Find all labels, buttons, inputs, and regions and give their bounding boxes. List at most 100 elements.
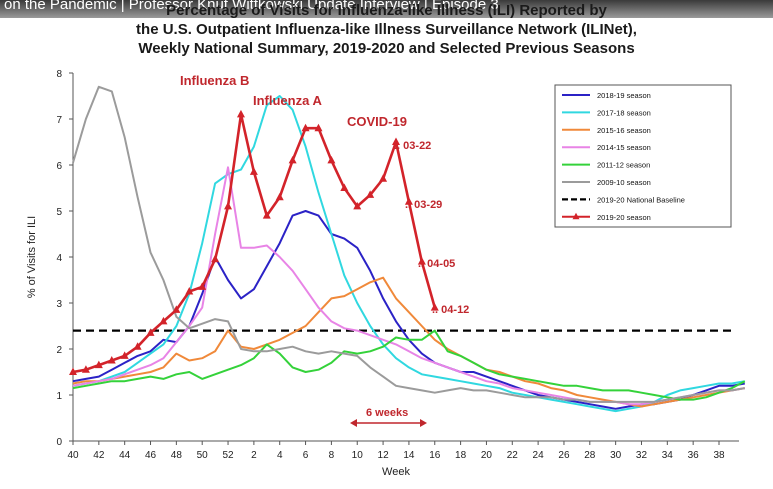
x-tick-label: 8 (329, 450, 335, 461)
data-point (417, 257, 426, 265)
data-point (288, 155, 297, 164)
x-tick-label: 24 (533, 450, 545, 461)
legend-label: 2015-16 season (597, 126, 651, 135)
series-line-2011-12-season (72, 329, 746, 401)
data-point (81, 365, 90, 373)
legend-entry: 2011-12 season (562, 161, 650, 170)
x-tick-label: 10 (352, 450, 364, 461)
data-point (353, 201, 362, 210)
x-axis-label: Week (382, 466, 410, 478)
x-tick-label: 14 (403, 450, 415, 461)
x-tick-label: 16 (429, 450, 441, 461)
y-axis-label: % of Visits for ILI (26, 216, 38, 298)
data-point (120, 351, 129, 359)
six-weeks-arrow (350, 419, 427, 427)
legend-label: 2009-10 season (597, 178, 651, 187)
y-tick-label: 3 (56, 299, 62, 310)
legend-entry: 2019-20 season (562, 212, 651, 222)
legend-entry: 2018-19 season (562, 91, 651, 100)
x-tick-label: 22 (507, 450, 519, 461)
data-point (314, 123, 323, 132)
x-tick-label: 26 (558, 450, 570, 461)
y-tick-label: 6 (56, 161, 62, 172)
x-tick-label: 32 (636, 450, 648, 461)
x-tick-label: 30 (610, 450, 622, 461)
series-line-2009-10-season (72, 85, 745, 403)
chart-subtitle: the U.S. Outpatient Influenza-like Illne… (136, 21, 637, 38)
data-point (185, 287, 194, 295)
x-tick-label: 34 (662, 450, 674, 461)
y-tick-label: 1 (56, 391, 62, 402)
data-point (224, 201, 233, 210)
data-point (94, 360, 103, 369)
data-point (379, 174, 388, 182)
annotation-date-03-22: .. 03-22 (394, 140, 431, 152)
data-point (340, 183, 349, 191)
y-tick-label: 2 (56, 345, 62, 356)
legend-entry: 2017-18 season (562, 108, 651, 117)
series-line-2014-15-season (72, 166, 745, 406)
x-tick-label: 12 (378, 450, 390, 461)
series-line-2017-18-season (72, 95, 745, 413)
data-point (275, 192, 284, 201)
legend-entry: 2014-15 season (562, 143, 651, 152)
annotation-date-03-29: .. 03-29 (405, 199, 442, 211)
data-point (146, 328, 155, 336)
annotation-date-04-05: .. 04-05 (418, 258, 455, 270)
x-tick-label: 44 (119, 450, 131, 461)
chart-title: Percentage of Visits for Influenza-like … (166, 2, 607, 19)
x-tick-label: 36 (688, 450, 700, 461)
x-tick-label: 48 (171, 450, 183, 461)
x-tick-label: 40 (67, 450, 79, 461)
chart-subtitle-2: Weekly National Summary, 2019-2020 and S… (138, 40, 635, 57)
legend-entry: 2009-10 season (562, 178, 651, 187)
x-tick-label: 46 (145, 450, 157, 461)
data-point (107, 356, 116, 364)
chart-legend: 2018-19 season 2017-18 season 2015-16 seas… (554, 84, 732, 228)
data-point (236, 109, 245, 118)
data-point (198, 282, 207, 290)
annotation-six-weeks: 6 weeks (366, 407, 408, 419)
x-tick-label: 18 (455, 450, 467, 461)
data-point (133, 342, 142, 350)
annotation-covid-19: COVID-19 (347, 114, 407, 129)
legend-label: 2014-15 season (597, 143, 651, 152)
data-point (159, 316, 168, 325)
data-point (430, 303, 439, 311)
x-tick-label: 42 (93, 450, 105, 461)
data-point (392, 137, 400, 145)
x-tick-label: 6 (303, 450, 309, 461)
legend-label: 2011-12 season (597, 161, 650, 170)
data-point (327, 155, 336, 164)
x-tick-label: 50 (197, 450, 209, 461)
legend-label: 2017-18 season (597, 108, 651, 117)
legend-label: 2019-20 National Baseline (597, 195, 685, 204)
data-point (211, 254, 220, 263)
y-tick-label: 8 (56, 69, 62, 80)
y-tick-label: 0 (56, 437, 62, 448)
data-point (172, 305, 181, 313)
y-tick-label: 4 (56, 253, 62, 264)
annotation-date-04-12: .. 04-12 (432, 304, 469, 316)
data-point (366, 190, 375, 198)
data-point (262, 211, 271, 219)
x-tick-label: 38 (713, 450, 725, 461)
legend-label: 2018-19 season (597, 91, 651, 100)
legend-label: 2019-20 season (597, 213, 651, 222)
data-point (404, 197, 413, 205)
x-tick-label: 28 (584, 450, 596, 461)
data-point (69, 367, 77, 375)
y-tick-label: 7 (56, 115, 62, 126)
data-point (301, 123, 310, 132)
annotation-influenza-b: Influenza B (180, 73, 249, 88)
x-tick-label: 52 (222, 450, 234, 461)
x-tick-label: 20 (481, 450, 493, 461)
data-point (249, 167, 258, 175)
x-tick-label: 4 (277, 450, 283, 461)
video-title-overlay: on the Pandemic | Professor Knut Wittkow… (0, 0, 773, 18)
legend-entry: 2015-16 season (562, 126, 651, 135)
legend-entry: 2019-20 National Baseline (562, 195, 685, 204)
y-tick-label: 5 (56, 207, 62, 218)
annotation-influenza-a: Influenza A (253, 93, 322, 108)
